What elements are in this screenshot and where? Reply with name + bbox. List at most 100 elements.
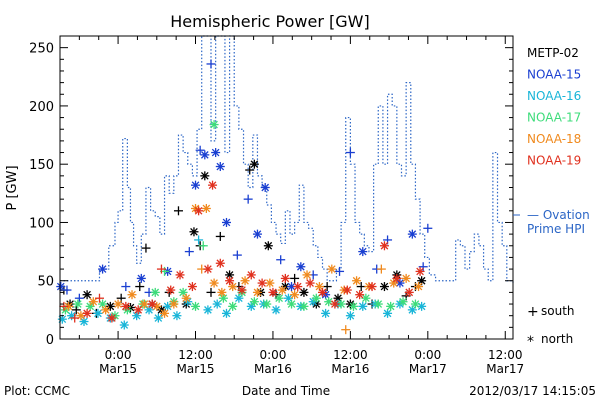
data-point [189,227,199,237]
marker-stroke [106,302,115,311]
legend-south-label: south [541,304,575,318]
marker-stroke [247,271,256,279]
marker-stroke [284,294,293,303]
legend-north-label: north [541,332,573,346]
data-point [352,276,362,286]
marker-stroke [132,311,141,320]
marker-stroke [290,290,299,299]
marker-stroke [190,227,198,236]
marker-stroke [306,279,314,287]
data-point [265,278,275,288]
marker-stroke [362,294,370,303]
data-point [175,270,185,280]
data-point [257,278,267,288]
x-tick-time: 12:00 [488,348,523,362]
marker-stroke [380,241,389,250]
data-point [293,282,303,292]
data-point [280,273,290,283]
marker-stroke [368,282,376,291]
marker-stroke [191,181,200,190]
data-point [342,285,352,295]
data-point [139,299,149,309]
data-point [228,301,238,311]
marker-stroke [272,306,280,314]
data-point [62,285,72,295]
marker-stroke [152,302,161,311]
data-point [410,299,420,309]
data-point [101,305,111,315]
marker-stroke [275,294,283,303]
data-point [392,273,402,283]
data-point [141,243,151,253]
data-point [237,285,247,295]
data-point [262,299,272,309]
marker-stroke [315,282,324,291]
data-point [345,311,355,321]
data-point [200,171,210,181]
legend-entry-noaa-17: NOAA-17 [527,111,581,125]
data-point [287,282,297,292]
y-tick-label: 0 [46,333,54,348]
x-tick-date: Mar17 [409,362,447,376]
marker-stroke [89,297,98,306]
marker-stroke [408,230,417,238]
data-point [268,287,278,297]
x-tick-date: Mar17 [486,362,524,376]
x-tick-time: 0:00 [105,348,132,362]
data-point [389,278,399,288]
data-point [195,145,205,155]
marker-stroke [399,297,407,306]
data-point [356,282,366,292]
data-point [240,276,250,286]
marker-stroke [188,282,197,291]
data-point [221,308,231,318]
marker-stroke [334,294,342,303]
data-point [232,250,242,260]
data-point [201,203,211,213]
marker-stroke [355,290,364,299]
marker-stroke [218,288,226,297]
data-point [127,290,137,300]
data-point [418,262,428,272]
marker-stroke [358,302,367,311]
marker-stroke [346,311,355,320]
marker-stroke [331,300,339,308]
data-point [299,301,309,311]
marker-stroke [318,288,327,297]
legend: METP-02 NOAA-15 NOAA-16 NOAA-17 NOAA-18 NOAA-… [513,46,590,350]
marker-stroke [200,151,209,159]
axes-layer: 0501001502002500:00Mar1512:00Mar150:00Ma… [29,35,524,376]
marker-stroke [64,302,73,311]
data-point [169,299,179,309]
marker-stroke [383,309,392,318]
data-point [398,297,408,307]
data-point [82,308,92,318]
marker-stroke [183,297,192,306]
data-point [59,301,69,311]
legend-entry-metp-02: METP-02 [527,46,579,60]
marker-stroke [417,276,426,285]
marker-stroke [253,230,262,238]
data-point [299,287,309,297]
legend-ovation-label: — Ovation [527,208,590,222]
data-point [206,59,216,69]
data-point [245,165,255,175]
data-point [191,301,201,311]
data-point [150,287,160,297]
data-point [132,311,142,321]
marker-stroke [208,181,217,190]
data-point [121,301,131,311]
data-point [321,308,331,318]
legend-north-symbol: * [527,334,534,350]
marker-stroke [278,286,287,294]
y-tick-label: 150 [29,158,54,173]
data-point [105,301,115,311]
marker-stroke [417,302,426,311]
marker-stroke [148,300,156,308]
data-point [184,247,194,257]
marker-stroke [262,300,271,308]
marker-stroke [312,294,321,303]
marker-stroke [86,302,95,311]
x-tick-date: Mar15 [99,362,137,376]
